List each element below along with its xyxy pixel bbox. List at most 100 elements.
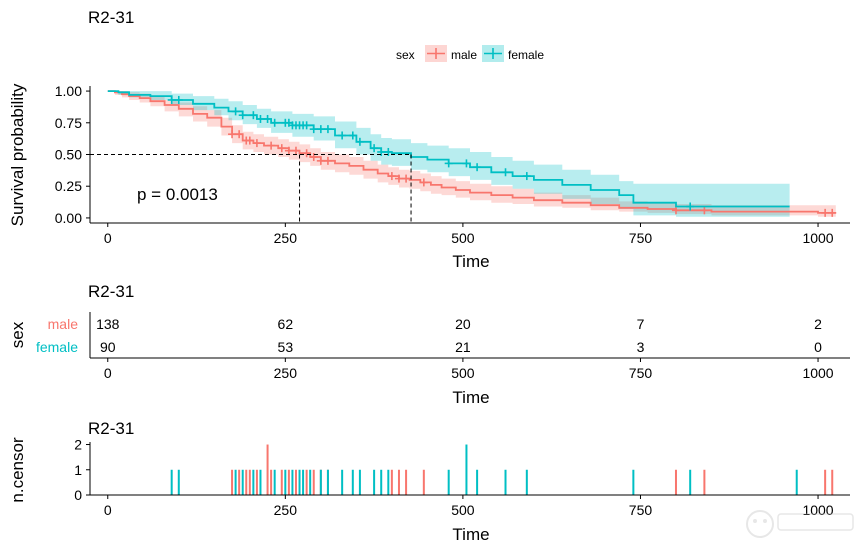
censor-bar-female [252, 469, 255, 495]
risk-table-cells: 138 62 20 7 2 90 53 21 3 0 [96, 316, 822, 355]
censor-mark-male [671, 206, 680, 215]
censor-bar-male [674, 469, 677, 495]
y-tick-label: 0.50 [55, 147, 82, 163]
censor-bar-female [632, 469, 635, 495]
legend-key-female [482, 45, 504, 62]
censor-mark-female [316, 125, 325, 134]
censor-mark-female [522, 172, 531, 181]
survival-curve-female [107, 90, 790, 208]
censor-bar-female [291, 469, 294, 495]
censor-mark-female [348, 131, 357, 140]
censor-bar-female [177, 469, 180, 495]
censor-bar-female [447, 469, 450, 495]
censor-bar-male [270, 469, 273, 495]
censor-mark-male [228, 130, 237, 139]
censor-mark-male [323, 156, 332, 165]
censor-mark-male [245, 136, 254, 145]
watermark-logo [746, 510, 854, 538]
censor-mark-female [256, 114, 265, 123]
censor-bar-male [312, 469, 315, 495]
censor-mark-female [174, 95, 183, 104]
censor-bar-male [280, 469, 283, 495]
censor-bar-female [284, 469, 287, 495]
censor-mark-female [309, 125, 318, 134]
risk-cell-female: 0 [814, 339, 822, 355]
risk-cell-male: 20 [455, 316, 471, 332]
risk-cell-female: 21 [455, 339, 471, 355]
censor-bar-male [248, 469, 251, 495]
censor-mark-male [828, 208, 837, 217]
censor-bar-female [373, 469, 376, 495]
censor-title: R2-31 [88, 419, 134, 438]
risk-row-label-female: female [36, 339, 78, 355]
censor-bar-female [309, 469, 312, 495]
censor-mark-female [501, 168, 510, 177]
censor-bar-female [795, 469, 798, 495]
censor-bar-female [326, 469, 329, 495]
censor-mark-male [700, 206, 709, 215]
censor-bar-female [241, 469, 244, 495]
y-tick-label: 0 [74, 487, 82, 503]
censor-y-label: n.censor [8, 437, 27, 503]
censor-mark-male [309, 153, 318, 162]
censor-mark-female [263, 114, 272, 123]
legend-title: sex [396, 48, 415, 62]
risk-cell-male: 138 [96, 316, 120, 332]
censor-mark-male [302, 149, 311, 158]
censor-bar-male [397, 469, 400, 495]
censor-mark-female [323, 125, 332, 134]
p-value-annotation: p = 0.0013 [137, 185, 218, 204]
ci-band-male [107, 91, 836, 217]
censor-mark-female [302, 121, 311, 130]
y-tick-label: 0.75 [55, 115, 82, 131]
risk-table-title: R2-31 [88, 282, 134, 301]
censor-bar-female [170, 469, 173, 495]
censor-mark-female [231, 107, 240, 116]
risk-cell-male: 2 [814, 316, 822, 332]
censor-bar-female [298, 469, 301, 495]
km-y-label: Survival probability [8, 83, 27, 226]
risk-y-label: sex [8, 321, 27, 348]
censor-bar-male [390, 469, 393, 495]
legend: sex male female [396, 45, 544, 62]
x-tick-label: 1000 [802, 230, 833, 246]
y-tick-label: 1 [74, 462, 82, 478]
censor-mark-male [402, 174, 411, 183]
risk-x-ticks: 0 250 500 750 1000 [104, 358, 834, 381]
risk-cell-male: 7 [637, 316, 645, 332]
censor-x-ticks: 0 250 500 750 1000 [104, 495, 834, 518]
y-tick-label: 1.00 [55, 83, 82, 99]
censor-bar-male [305, 469, 308, 495]
censor-mark-female [384, 147, 393, 156]
censor-mark-male [284, 146, 293, 155]
x-tick-label: 750 [629, 502, 653, 518]
censor-mark-female [238, 111, 247, 120]
censor-mark-female [338, 131, 347, 140]
risk-x-label: Time [452, 388, 489, 407]
km-x-ticks: 0 250 500 750 1000 [104, 223, 834, 246]
censor-bar-male [703, 469, 706, 495]
censor-mark-female [370, 144, 379, 153]
censor-mark-male [387, 172, 396, 181]
censor-mark-male [821, 208, 830, 217]
censor-y-ticks: 0 1 2 [74, 437, 90, 503]
censor-bar-male [831, 469, 834, 495]
censor-bar-male [238, 469, 241, 495]
censor-bar-male [287, 469, 290, 495]
y-tick-label: 2 [74, 437, 82, 453]
x-tick-label: 750 [629, 230, 653, 246]
legend-key-male [425, 45, 447, 62]
censor-mark-female [377, 147, 386, 156]
x-tick-label: 250 [274, 502, 298, 518]
km-x-label: Time [452, 252, 489, 271]
km-plot-area [90, 90, 837, 223]
censor-mark-female [473, 163, 482, 172]
censor-mark-female [686, 202, 695, 211]
censor-bar-female [273, 469, 276, 495]
legend-label-male: male [451, 48, 477, 62]
censor-bar-female [387, 469, 390, 495]
censor-bar-male [231, 469, 234, 495]
km-title: R2-31 [88, 8, 134, 27]
censor-mark-female [444, 159, 453, 168]
